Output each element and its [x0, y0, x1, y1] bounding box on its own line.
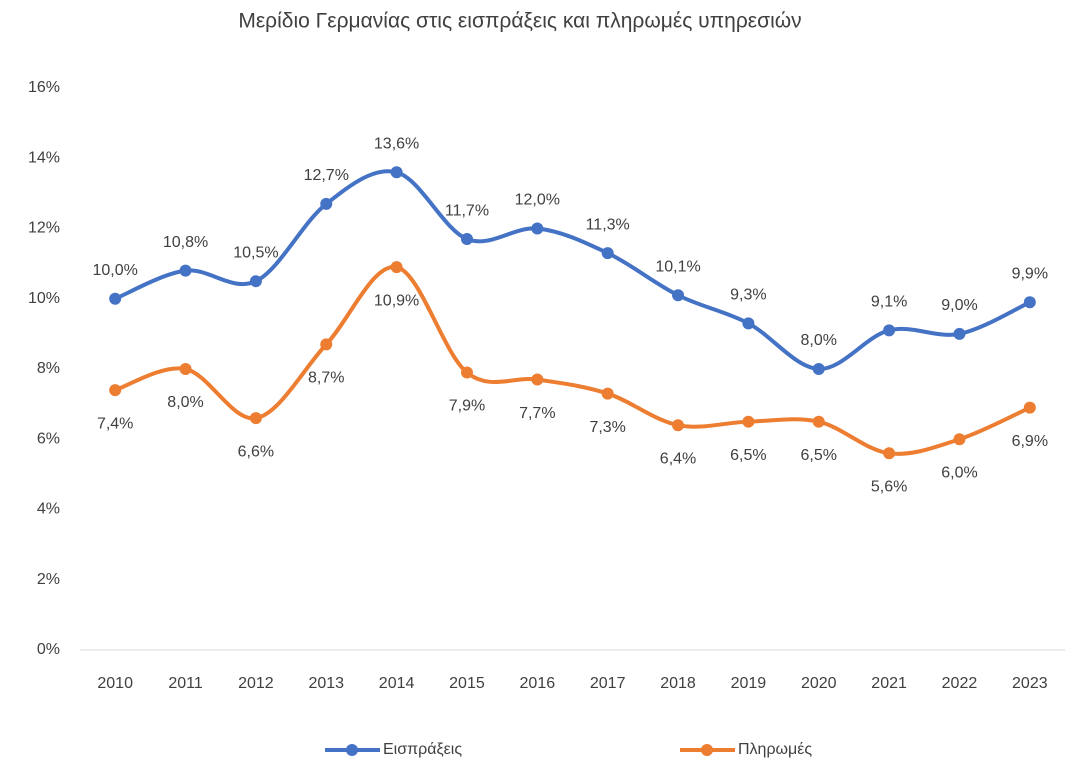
marker	[320, 338, 333, 351]
data-label: 7,9%	[449, 398, 485, 415]
data-label: 9,0%	[941, 297, 977, 314]
marker	[812, 415, 825, 428]
x-tick-label: 2018	[660, 675, 696, 692]
y-tick-label: 4%	[37, 501, 60, 518]
x-tick-label: 2017	[590, 675, 626, 692]
data-label: 7,3%	[589, 419, 625, 436]
marker	[812, 363, 825, 375]
marker	[390, 261, 403, 274]
data-label: 10,1%	[655, 258, 700, 275]
data-label: 10,8%	[163, 234, 208, 251]
data-label: 10,5%	[233, 244, 278, 261]
data-label: 8,0%	[801, 332, 837, 349]
marker	[179, 363, 192, 375]
data-label: 5,6%	[871, 479, 907, 496]
marker	[1023, 401, 1036, 414]
y-tick-label: 12%	[28, 220, 60, 237]
data-label: 9,3%	[730, 287, 766, 304]
x-tick-label: 2010	[97, 675, 133, 692]
marker	[601, 247, 614, 260]
marker	[883, 324, 896, 337]
legend-marker	[701, 744, 713, 756]
marker	[460, 233, 473, 246]
data-label: 7,4%	[97, 415, 133, 432]
x-tick-label: 2023	[1012, 675, 1048, 692]
marker	[109, 292, 122, 305]
data-label: 6,4%	[660, 450, 696, 467]
data-label: 6,6%	[238, 443, 274, 460]
y-tick-label: 6%	[37, 430, 60, 447]
x-tick-label: 2015	[449, 675, 485, 692]
marker	[390, 166, 403, 179]
x-tick-label: 2012	[238, 675, 274, 692]
legend-label: Εισπράξεις	[383, 741, 462, 758]
marker	[601, 387, 614, 400]
marker	[742, 317, 755, 330]
marker	[1023, 296, 1036, 309]
marker	[109, 384, 122, 397]
marker	[460, 366, 473, 379]
data-label: 12,7%	[304, 167, 349, 184]
data-label: 6,9%	[1012, 433, 1048, 450]
data-label: 8,0%	[167, 394, 203, 411]
data-label: 8,7%	[308, 370, 344, 387]
data-label: 11,7%	[445, 202, 489, 219]
marker	[742, 415, 755, 428]
y-tick-label: 0%	[37, 641, 60, 658]
data-label: 6,0%	[941, 464, 977, 481]
data-label: 10,9%	[374, 292, 419, 309]
data-label: 13,6%	[374, 136, 419, 153]
marker	[672, 419, 685, 432]
marker	[179, 264, 192, 277]
series-line	[114, 169, 1031, 372]
x-tick-label: 2014	[379, 675, 415, 692]
x-tick-label: 2020	[801, 675, 837, 692]
marker	[531, 222, 544, 235]
y-tick-label: 10%	[28, 290, 60, 307]
x-tick-label: 2022	[942, 675, 978, 692]
legend-label: Πληρωμές	[738, 741, 812, 758]
x-tick-label: 2019	[731, 675, 767, 692]
y-tick-label: 2%	[37, 571, 60, 588]
data-label: 6,5%	[801, 447, 837, 464]
data-label: 7,7%	[519, 405, 555, 422]
data-label: 6,5%	[730, 447, 766, 464]
y-tick-label: 8%	[37, 360, 60, 377]
marker	[953, 327, 966, 340]
x-tick-label: 2013	[308, 675, 344, 692]
marker	[531, 373, 544, 386]
y-tick-label: 16%	[28, 79, 60, 96]
x-tick-label: 2011	[168, 675, 203, 692]
marker	[953, 433, 966, 446]
data-label: 12,0%	[515, 192, 560, 209]
data-label: 10,0%	[92, 262, 137, 279]
data-label: 11,3%	[586, 216, 630, 233]
x-tick-label: 2016	[520, 675, 556, 692]
x-tick-label: 2021	[871, 675, 907, 692]
chart-title: Μερίδιο Γερμανίας στις εισπράξεις και πλ…	[238, 10, 801, 33]
y-tick-label: 14%	[28, 149, 60, 166]
data-label: 9,9%	[1012, 265, 1048, 282]
marker	[320, 197, 333, 210]
marker	[249, 412, 262, 425]
data-label: 9,1%	[871, 294, 907, 311]
marker	[672, 289, 685, 302]
marker	[883, 447, 896, 460]
legend-marker	[346, 744, 358, 756]
marker	[249, 275, 262, 288]
